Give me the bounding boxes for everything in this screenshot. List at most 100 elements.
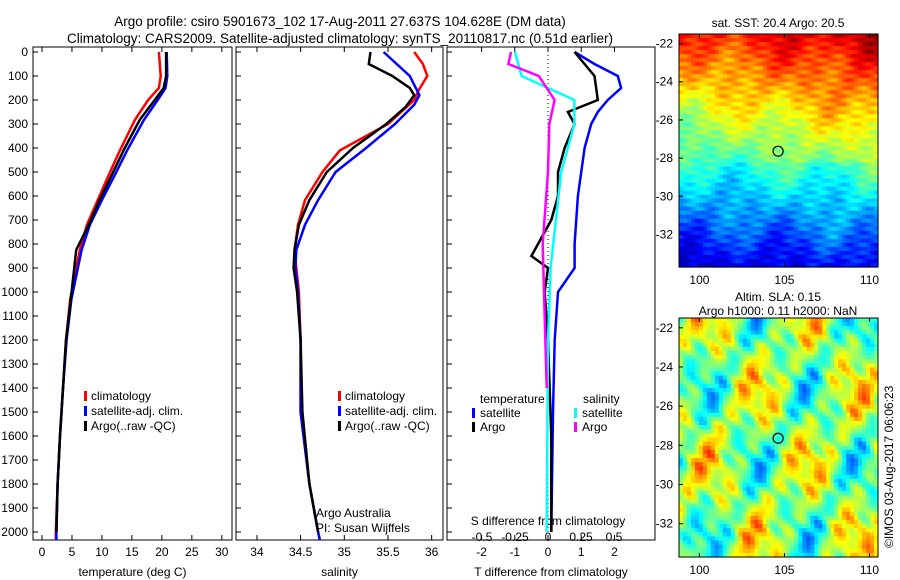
map-cell: [818, 210, 823, 216]
map-cell: [682, 178, 688, 184]
map-cell: [794, 86, 799, 91]
map-cell: [774, 194, 780, 200]
map-cell: [794, 404, 799, 410]
map-cell: [686, 342, 692, 348]
map-cell: [838, 392, 843, 397]
map-cell: [790, 158, 796, 164]
map-cell: [742, 90, 748, 95]
map-cell: [726, 470, 732, 476]
map-cell: [750, 392, 756, 397]
map-cell: [746, 258, 752, 264]
map-cell: [814, 466, 819, 472]
map-cell: [750, 355, 756, 360]
legend-label: Argo: [582, 420, 608, 434]
map-cell: [734, 466, 740, 472]
map-cell: [790, 170, 796, 176]
map-cell: [834, 58, 839, 63]
map-cell: [846, 421, 851, 426]
map-cell: [686, 226, 692, 232]
map-cell: [702, 102, 708, 107]
map-cell: [770, 54, 776, 59]
map-cell: [818, 367, 823, 373]
map-cell: [738, 400, 744, 406]
map-cell: [846, 453, 851, 459]
map-cell: [814, 234, 819, 240]
map-cell: [730, 453, 736, 459]
map-cell: [742, 425, 748, 430]
map-cell: [786, 126, 792, 132]
map-cell: [810, 190, 815, 196]
map-cell: [794, 194, 799, 200]
map-cell: [694, 355, 700, 360]
map-cell: [738, 106, 744, 111]
map-cell: [706, 50, 712, 55]
map-cell: [830, 226, 835, 232]
map-cell: [858, 194, 863, 200]
map-cell: [774, 416, 780, 422]
map-cell: [846, 150, 851, 156]
map-cell: [690, 466, 696, 472]
map-cell: [870, 178, 875, 184]
map-cell: [706, 46, 712, 51]
map-cell: [738, 190, 744, 196]
map-cell: [726, 74, 732, 79]
map-cell: [679, 194, 684, 200]
map-cell: [866, 134, 871, 140]
map-cell: [694, 238, 700, 244]
map-cell: [810, 166, 815, 172]
map-cell: [814, 425, 819, 430]
map-cell: [818, 158, 823, 164]
map-cell: [818, 416, 823, 422]
map-cell: [774, 62, 780, 67]
map-cell: [802, 126, 807, 132]
map-cell: [766, 383, 772, 389]
map-cell: [810, 214, 815, 220]
map-cell: [722, 146, 728, 152]
map-cell: [850, 34, 855, 39]
map-cell: [742, 186, 748, 192]
map-cell: [702, 170, 708, 176]
map-cell: [862, 262, 867, 268]
map-cell: [830, 258, 835, 264]
map-cell: [706, 234, 712, 240]
map-cell: [866, 170, 871, 176]
map-cell: [818, 230, 823, 236]
map-cell: [806, 90, 811, 95]
map-cell: [810, 42, 815, 47]
map-cell: [826, 98, 831, 103]
map-cell: [806, 194, 811, 200]
map-cell: [874, 383, 879, 389]
map-cell: [766, 250, 772, 256]
map-cell: [834, 379, 839, 385]
map-cell: [718, 379, 724, 385]
map-cell: [730, 392, 736, 397]
map-cell: [770, 462, 776, 467]
map-cell: [734, 258, 740, 264]
map-cell: [766, 142, 772, 148]
map-cell: [834, 375, 839, 381]
map-cell: [686, 110, 692, 115]
map-cell: [778, 453, 784, 459]
map-cell: [866, 322, 871, 327]
map-cell: [834, 134, 839, 140]
map-cell: [706, 342, 712, 348]
map-cell: [706, 202, 712, 208]
map-cell: [754, 158, 760, 164]
map-cell: [830, 150, 835, 156]
map-cell: [750, 466, 756, 472]
map-cell: [679, 174, 684, 180]
map-cell: [814, 150, 819, 156]
map-cell: [846, 363, 851, 369]
map-cell: [790, 182, 796, 188]
map-cell: [822, 158, 827, 164]
map-cell: [862, 150, 867, 156]
x-axis-label: temperature (deg C): [78, 565, 186, 579]
map-cell: [834, 78, 839, 83]
map-cell: [770, 238, 776, 244]
map-cell: [870, 46, 875, 51]
map-cell: [846, 166, 851, 172]
map-cell: [870, 62, 875, 67]
map-cell: [726, 126, 732, 132]
map-cell: [846, 383, 851, 389]
map-cell: [758, 194, 764, 200]
